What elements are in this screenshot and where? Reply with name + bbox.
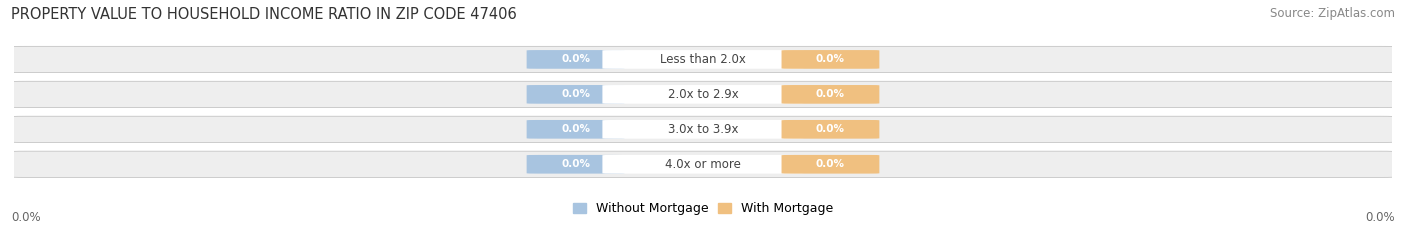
FancyBboxPatch shape — [7, 46, 1399, 72]
FancyBboxPatch shape — [7, 81, 1399, 107]
FancyBboxPatch shape — [782, 85, 879, 104]
FancyBboxPatch shape — [527, 155, 624, 174]
Text: 0.0%: 0.0% — [815, 159, 845, 169]
Text: 0.0%: 0.0% — [815, 124, 845, 134]
FancyBboxPatch shape — [602, 120, 804, 139]
FancyBboxPatch shape — [527, 85, 624, 104]
Text: 0.0%: 0.0% — [815, 55, 845, 64]
FancyBboxPatch shape — [7, 151, 1399, 177]
Text: 0.0%: 0.0% — [561, 124, 591, 134]
Text: 0.0%: 0.0% — [561, 55, 591, 64]
FancyBboxPatch shape — [782, 155, 879, 174]
FancyBboxPatch shape — [602, 85, 804, 104]
FancyBboxPatch shape — [7, 116, 1399, 142]
FancyBboxPatch shape — [602, 155, 804, 174]
FancyBboxPatch shape — [782, 120, 879, 139]
Text: 3.0x to 3.9x: 3.0x to 3.9x — [668, 123, 738, 136]
Text: 0.0%: 0.0% — [11, 211, 41, 224]
Legend: Without Mortgage, With Mortgage: Without Mortgage, With Mortgage — [568, 197, 838, 220]
Text: Less than 2.0x: Less than 2.0x — [659, 53, 747, 66]
Text: PROPERTY VALUE TO HOUSEHOLD INCOME RATIO IN ZIP CODE 47406: PROPERTY VALUE TO HOUSEHOLD INCOME RATIO… — [11, 7, 517, 22]
Text: Source: ZipAtlas.com: Source: ZipAtlas.com — [1270, 7, 1395, 20]
Text: 0.0%: 0.0% — [561, 159, 591, 169]
Text: 0.0%: 0.0% — [1365, 211, 1395, 224]
Text: 4.0x or more: 4.0x or more — [665, 158, 741, 171]
FancyBboxPatch shape — [527, 50, 624, 69]
Text: 0.0%: 0.0% — [561, 89, 591, 99]
FancyBboxPatch shape — [527, 120, 624, 139]
FancyBboxPatch shape — [782, 50, 879, 69]
Text: 2.0x to 2.9x: 2.0x to 2.9x — [668, 88, 738, 101]
Text: 0.0%: 0.0% — [815, 89, 845, 99]
FancyBboxPatch shape — [602, 50, 804, 69]
